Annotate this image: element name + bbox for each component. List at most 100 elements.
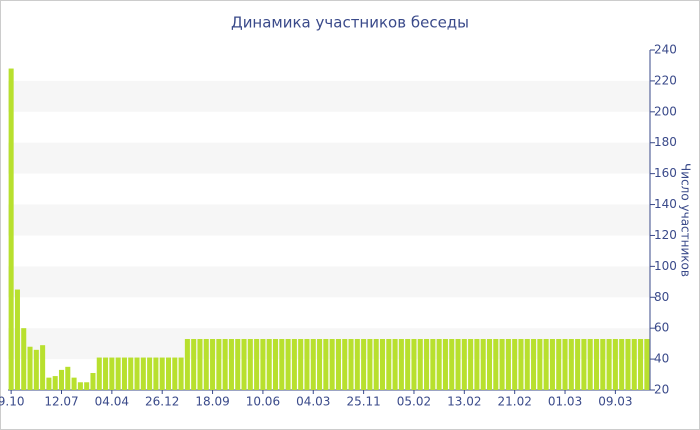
bar — [128, 357, 134, 390]
bar — [373, 339, 379, 390]
bar — [518, 339, 524, 390]
x-tick-label: 04.04 — [95, 395, 129, 409]
grid-band — [8, 80, 650, 112]
y-axis-title: Число участников — [679, 163, 693, 277]
bar — [222, 339, 228, 390]
bar — [153, 357, 159, 390]
bar — [512, 339, 518, 390]
bar — [159, 357, 165, 390]
y-tick-label: 80 — [654, 290, 669, 304]
x-tick-label: 9.10 — [0, 395, 25, 409]
bar — [424, 339, 430, 390]
bar — [285, 339, 291, 390]
x-tick-label: 04.03 — [296, 395, 330, 409]
grid-band — [8, 328, 650, 360]
bar — [505, 339, 511, 390]
bar — [392, 339, 398, 390]
bar — [279, 339, 285, 390]
bar — [600, 339, 606, 390]
bar — [84, 382, 90, 390]
bar — [134, 357, 140, 390]
x-tick-label: 18.09 — [195, 395, 229, 409]
grid-band — [8, 204, 650, 236]
bar — [361, 339, 367, 390]
bar — [329, 339, 335, 390]
bar — [379, 339, 386, 390]
bar — [524, 339, 530, 390]
bar — [260, 339, 266, 390]
bar — [197, 339, 203, 390]
bar — [228, 339, 234, 390]
bar — [549, 339, 555, 390]
bar — [644, 339, 650, 390]
bar — [184, 339, 190, 390]
bar — [543, 339, 549, 390]
x-tick-label: 01.03 — [548, 395, 582, 409]
bar — [430, 339, 436, 390]
bar — [455, 339, 461, 390]
y-tick-label: 100 — [654, 259, 677, 273]
bar — [575, 339, 581, 390]
bar — [191, 339, 197, 390]
bar — [468, 339, 474, 390]
bar — [493, 339, 499, 390]
bar — [115, 357, 121, 390]
bar — [537, 339, 543, 390]
bar — [593, 339, 600, 390]
bar — [216, 339, 222, 390]
bar — [436, 339, 442, 390]
x-tick-label: 25.11 — [346, 395, 380, 409]
y-tick-label: 40 — [654, 352, 669, 366]
bar — [235, 339, 241, 390]
bar — [606, 339, 612, 390]
y-tick-label: 220 — [654, 73, 677, 87]
y-tick-label: 200 — [654, 104, 677, 118]
bar — [247, 339, 253, 390]
x-tick-label: 05.02 — [397, 395, 431, 409]
bar — [398, 339, 404, 390]
bar — [317, 339, 323, 390]
bar — [254, 339, 260, 390]
x-tick-label: 09.03 — [598, 395, 632, 409]
bar — [65, 366, 71, 390]
x-tick-label: 26.12 — [145, 395, 179, 409]
bar — [581, 339, 587, 390]
bar — [304, 339, 310, 390]
bar — [291, 339, 297, 390]
bar — [486, 339, 493, 390]
bar — [499, 339, 505, 390]
bar — [71, 377, 77, 390]
bar — [14, 289, 20, 390]
grid-band — [8, 266, 650, 298]
bar — [147, 357, 153, 390]
bar — [638, 339, 644, 390]
bar — [298, 339, 304, 390]
bar — [40, 345, 46, 390]
bar — [631, 339, 637, 390]
bar — [96, 357, 102, 390]
bar — [449, 339, 455, 390]
bar — [178, 357, 184, 390]
bar — [121, 357, 127, 390]
bar — [323, 339, 329, 390]
bar — [58, 369, 65, 390]
bar — [562, 339, 568, 390]
bar — [461, 339, 467, 390]
y-tick-label: 160 — [654, 166, 677, 180]
bar — [103, 357, 109, 390]
bar — [335, 339, 341, 390]
bar — [109, 357, 115, 390]
bar — [474, 339, 480, 390]
bar — [625, 339, 631, 390]
bar — [442, 339, 448, 390]
x-tick-label: 21.02 — [497, 395, 531, 409]
bar — [203, 339, 209, 390]
bar — [531, 339, 537, 390]
y-tick-label: 20 — [654, 383, 669, 397]
x-tick-label: 12.07 — [44, 395, 78, 409]
bar — [348, 339, 354, 390]
bar — [480, 339, 486, 390]
bar — [210, 339, 216, 390]
y-tick-label: 180 — [654, 135, 677, 149]
